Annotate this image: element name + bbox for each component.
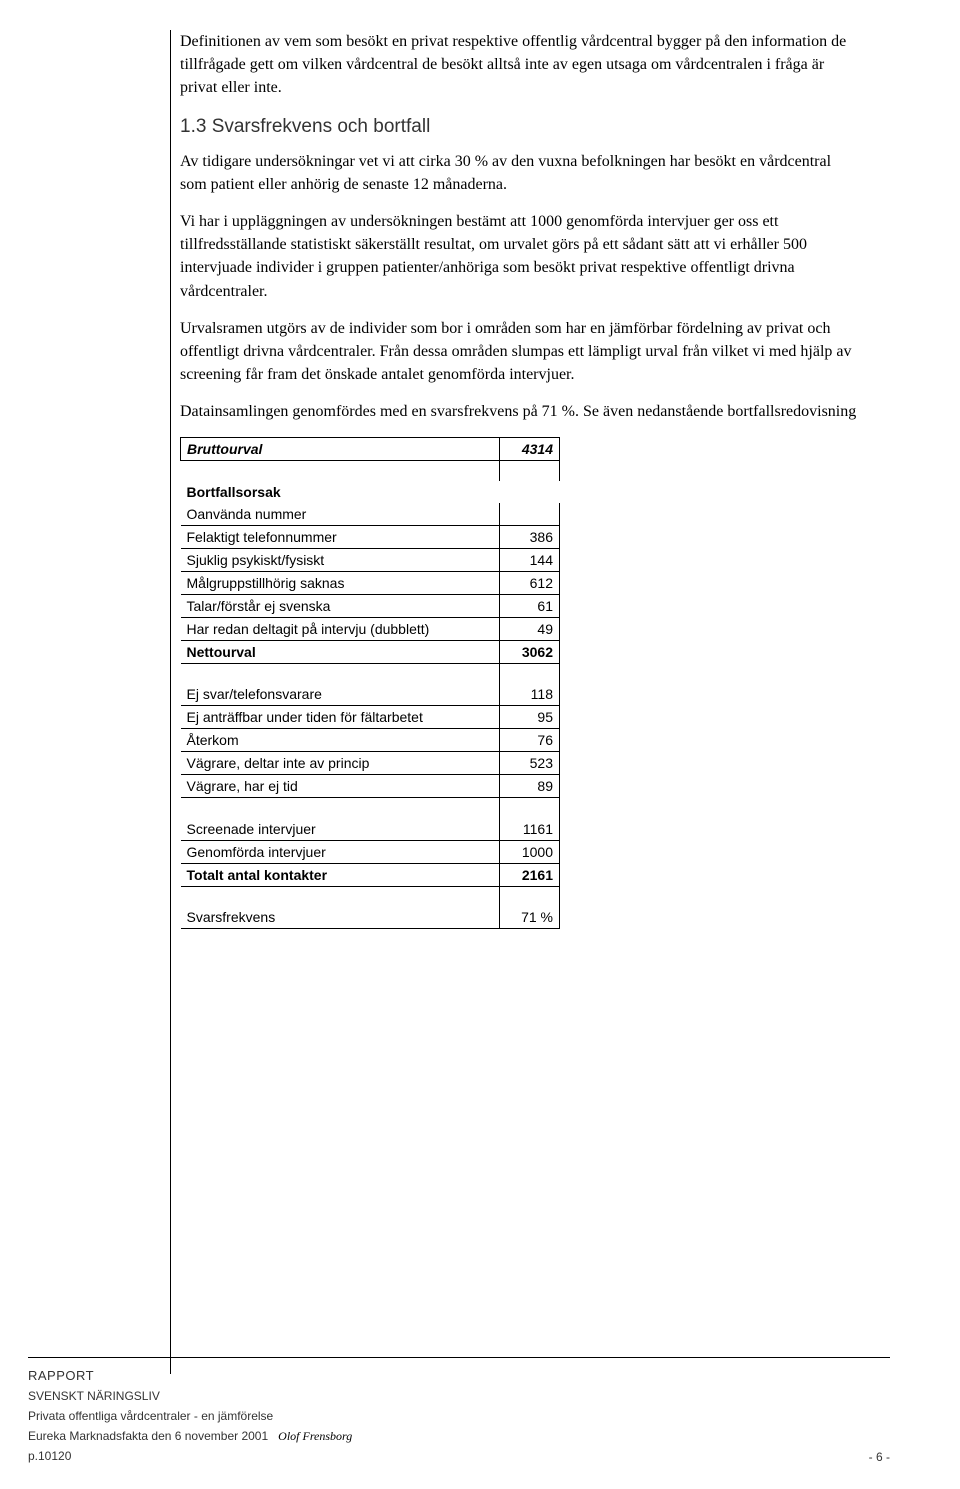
- cell-value: 61: [500, 594, 560, 617]
- footer-rapport: RAPPORT: [28, 1366, 890, 1386]
- svars-value: 71 %: [500, 906, 560, 929]
- section-heading-13: 1.3 Svarsfrekvens och bortfall: [180, 116, 860, 138]
- table-row: Ej anträffbar under tiden för fältarbete…: [181, 706, 560, 729]
- cell-value: [500, 503, 560, 526]
- footer-org: SVENSKT NÄRINGSLIV: [28, 1387, 890, 1405]
- table-row-brutto: Bruttourval 4314: [181, 438, 560, 461]
- footer-source-line: Eureka Marknadsfakta den 6 november 2001…: [28, 1427, 890, 1445]
- table-row: Genomförda intervjuer 1000: [181, 840, 560, 863]
- table-row: Talar/förstår ej svenska 61: [181, 594, 560, 617]
- table-row-bortfall-hdr: Bortfallsorsak: [181, 481, 560, 503]
- table-row: Ej svar/telefonsvarare 118: [181, 683, 560, 706]
- cell-value: 1161: [500, 818, 560, 841]
- cell-label: Vägrare, deltar inte av princip: [181, 752, 500, 775]
- cell-value: 89: [500, 775, 560, 798]
- footer-title: Privata offentliga vårdcentraler - en jä…: [28, 1407, 890, 1425]
- table-row-svars: Svarsfrekvens 71 %: [181, 906, 560, 929]
- cell-value: 612: [500, 571, 560, 594]
- cell-label: Oanvända nummer: [181, 503, 500, 526]
- table-row: Vägrare, deltar inte av princip 523: [181, 752, 560, 775]
- svars-label: Svarsfrekvens: [181, 906, 500, 929]
- bortfall-table: Bruttourval 4314 Bortfallsorsak Oanvända…: [180, 437, 560, 929]
- page-footer: RAPPORT SVENSKT NÄRINGSLIV Privata offen…: [28, 1357, 890, 1468]
- total-value: 2161: [500, 863, 560, 886]
- brutto-value: 4314: [500, 438, 560, 461]
- footer-author: Olof Frensborg: [278, 1429, 352, 1443]
- paragraph-4: Urvalsramen utgörs av de individer som b…: [180, 317, 860, 387]
- cell-value: 386: [500, 525, 560, 548]
- cell-label: Målgruppstillhörig saknas: [181, 571, 500, 594]
- cell-value: 523: [500, 752, 560, 775]
- page-number: - 6 -: [869, 1450, 890, 1464]
- table-row: Felaktigt telefonnummer 386: [181, 525, 560, 548]
- paragraph-1: Definitionen av vem som besökt en privat…: [180, 30, 860, 100]
- cell-label: Har redan deltagit på intervju (dubblett…: [181, 617, 500, 640]
- cell-label: Talar/förstår ej svenska: [181, 594, 500, 617]
- table-row: Har redan deltagit på intervju (dubblett…: [181, 617, 560, 640]
- table-row: Återkom 76: [181, 729, 560, 752]
- paragraph-2: Av tidigare undersökningar vet vi att ci…: [180, 150, 860, 196]
- cell-value: 95: [500, 706, 560, 729]
- cell-label: Genomförda intervjuer: [181, 840, 500, 863]
- footer-proj: p.10120: [28, 1447, 890, 1465]
- table-row: Målgruppstillhörig saknas 612: [181, 571, 560, 594]
- brutto-label: Bruttourval: [181, 438, 500, 461]
- cell-value: 1000: [500, 840, 560, 863]
- vertical-rule: [170, 30, 171, 1374]
- cell-label: Sjuklig psykiskt/fysiskt: [181, 548, 500, 571]
- table-row: Screenade intervjuer 1161: [181, 818, 560, 841]
- paragraph-3: Vi har i uppläggningen av undersökningen…: [180, 210, 860, 303]
- table-row-netto: Nettourval 3062: [181, 640, 560, 663]
- footer-source: Eureka Marknadsfakta den 6 november 2001: [28, 1429, 268, 1443]
- cell-value: 144: [500, 548, 560, 571]
- page-content: Definitionen av vem som besökt en privat…: [0, 0, 960, 963]
- cell-label: Återkom: [181, 729, 500, 752]
- table-row: Vägrare, har ej tid 89: [181, 775, 560, 798]
- cell-label: Screenade intervjuer: [181, 818, 500, 841]
- table-row-total: Totalt antal kontakter 2161: [181, 863, 560, 886]
- netto-label: Nettourval: [181, 640, 500, 663]
- cell-label: Vägrare, har ej tid: [181, 775, 500, 798]
- cell-value: 49: [500, 617, 560, 640]
- cell-label: Ej anträffbar under tiden för fältarbete…: [181, 706, 500, 729]
- total-label: Totalt antal kontakter: [181, 863, 500, 886]
- table-row: Sjuklig psykiskt/fysiskt 144: [181, 548, 560, 571]
- bortfall-label: Bortfallsorsak: [181, 481, 500, 503]
- cell-label: Ej svar/telefonsvarare: [181, 683, 500, 706]
- paragraph-5: Datainsamlingen genomfördes med en svars…: [180, 400, 860, 423]
- cell-value: 118: [500, 683, 560, 706]
- cell-value: 76: [500, 729, 560, 752]
- netto-value: 3062: [500, 640, 560, 663]
- table-row: Oanvända nummer: [181, 503, 560, 526]
- cell-label: Felaktigt telefonnummer: [181, 525, 500, 548]
